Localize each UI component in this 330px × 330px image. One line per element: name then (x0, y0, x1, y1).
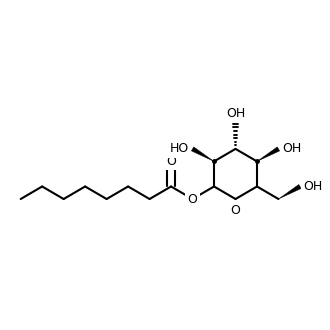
Text: OH: OH (226, 107, 245, 120)
Polygon shape (191, 147, 214, 161)
Text: O: O (166, 155, 176, 168)
Polygon shape (279, 184, 301, 199)
Text: O: O (231, 204, 241, 217)
Text: OH: OH (304, 180, 323, 193)
Text: O: O (188, 192, 197, 206)
Text: HO: HO (170, 142, 189, 155)
Polygon shape (257, 147, 280, 161)
Text: OH: OH (282, 142, 301, 155)
